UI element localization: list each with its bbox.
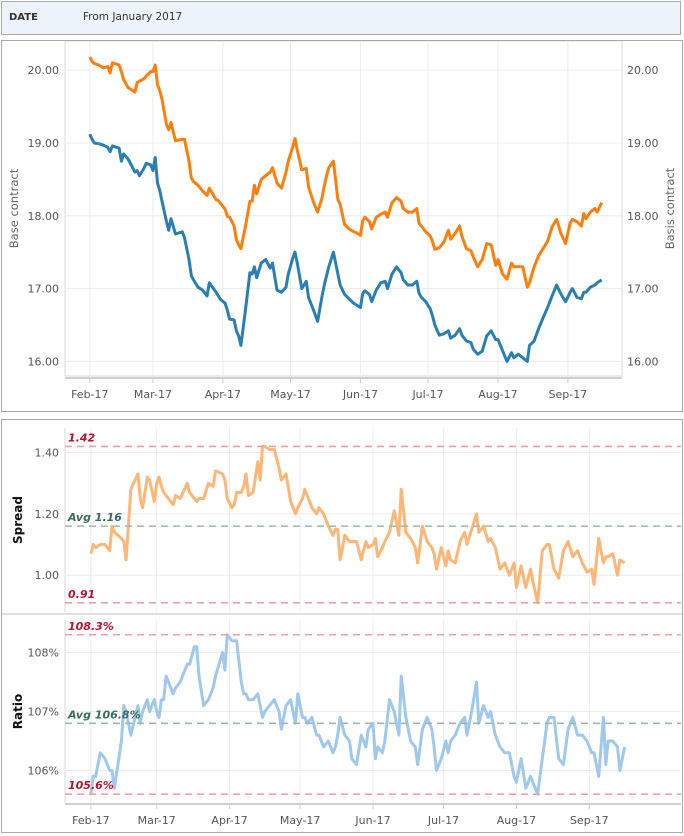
x-tick-label: Jul-17 (411, 388, 443, 401)
x-tick-label: Apr-17 (205, 388, 241, 401)
x-tick-label: Mar-17 (138, 814, 176, 827)
reference-label-min: 105.6% (68, 779, 114, 792)
y-axis-title-left: Base contract (7, 168, 21, 248)
y-tick-label-right: 19.00 (627, 137, 659, 150)
date-filter-bar[interactable]: DATE From January 2017 (1, 1, 681, 35)
y-tick-label-right: 18.00 (627, 210, 659, 223)
y-tick-label-left: 17.00 (28, 283, 60, 296)
y-tick-label: 108% (28, 646, 59, 659)
x-tick-label: Aug-17 (478, 388, 517, 401)
x-tick-label: Feb-17 (71, 388, 108, 401)
y-tick-label: 1.40 (35, 447, 60, 460)
x-tick-label: Jun-17 (354, 814, 390, 827)
base-contract-line (88, 56, 604, 289)
spread-line (89, 444, 626, 605)
y-tick-label: 106% (28, 765, 59, 778)
y-tick-label-left: 19.00 (28, 137, 60, 150)
x-tick-label: May-17 (280, 814, 321, 827)
x-tick-label: Mar-17 (134, 388, 172, 401)
y-tick-label-right: 17.00 (627, 283, 659, 296)
y-axis-title-right: Basis contract (663, 167, 677, 249)
x-tick-label: Apr-17 (211, 814, 247, 827)
date-filter-value[interactable]: From January 2017 (83, 11, 183, 23)
x-tick-label: May-17 (270, 388, 311, 401)
basis-contract-line (88, 133, 603, 363)
y-tick-label-right: 16.00 (627, 355, 659, 368)
reference-label-max: 1.42 (68, 431, 95, 444)
date-filter-label: DATE (9, 12, 38, 23)
y-tick-label: 107% (28, 706, 59, 719)
x-tick-label: Aug-17 (497, 814, 536, 827)
reference-label-max: 108.3% (68, 620, 114, 633)
spread-axis-title: Spread (11, 496, 25, 544)
x-tick-label: Sep-17 (570, 814, 609, 827)
x-tick-label: Feb-17 (72, 814, 109, 827)
reference-label-average: Avg 106.8% (67, 708, 141, 721)
price-chart-panel: 16.00 16.00 17.00 17.00 18.00 18.00 19.00 19.00… (1, 40, 683, 412)
reference-label-min: 0.91 (68, 588, 95, 601)
y-tick-label-left: 16.00 (28, 355, 60, 368)
ratio-line (89, 633, 627, 796)
ratio-axis-title: Ratio (11, 694, 25, 729)
y-tick-label-left: 20.00 (28, 64, 60, 77)
y-tick-label: 1.00 (35, 569, 60, 582)
y-tick-label-left: 18.00 (28, 210, 60, 223)
y-tick-label-right: 20.00 (627, 64, 659, 77)
x-tick-label: Jul-17 (427, 814, 459, 827)
reference-label-average: Avg 1.16 (67, 511, 122, 524)
y-tick-label: 1.20 (35, 508, 60, 521)
price-line-chart: 16.00 16.00 17.00 17.00 18.00 18.00 19.00 19.00… (7, 40, 677, 401)
x-tick-label: Jun-17 (342, 388, 378, 401)
x-tick-label: Sep-17 (549, 388, 588, 401)
plot-area (64, 40, 623, 377)
spread-ratio-panel: 1.00 1.20 1.40 Spread 1.42 Avg 1.16 0.91 106% 10… (1, 419, 683, 833)
spread-ratio-chart: 1.00 1.20 1.40 Spread 1.42 Avg 1.16 0.91 106% 10… (2, 428, 682, 827)
